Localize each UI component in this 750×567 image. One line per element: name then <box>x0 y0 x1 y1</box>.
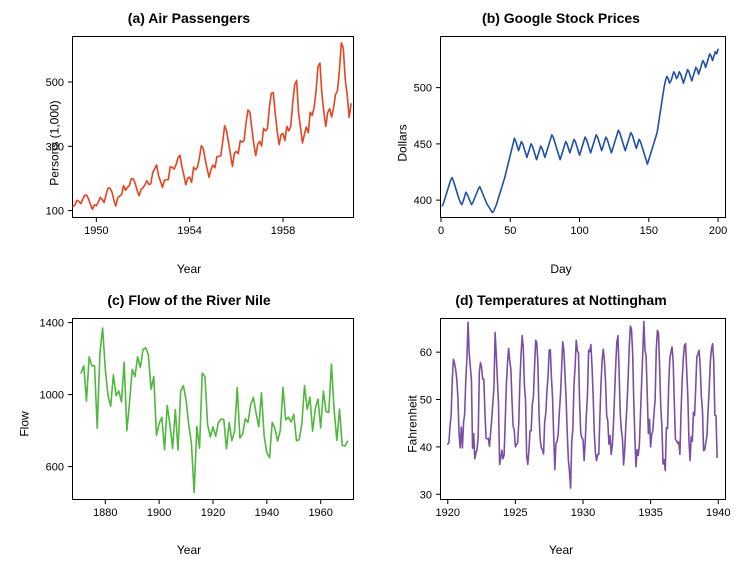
svg-text:500: 500 <box>46 77 64 89</box>
svg-text:40: 40 <box>420 441 432 453</box>
panel-nottingham-temp: (d) Temperatures at Nottingham Fahrenhei… <box>382 290 740 560</box>
svg-text:0: 0 <box>438 225 444 237</box>
svg-text:400: 400 <box>414 195 432 207</box>
svg-text:1940: 1940 <box>255 507 279 519</box>
x-axis-label: Day <box>382 262 740 276</box>
plot-area: 195019541958100300500 <box>72 36 354 218</box>
x-axis-ticks: 1880 1900 1920 1940 1960 <box>93 499 333 519</box>
panel-title: (a) Air Passengers <box>10 10 368 26</box>
x-axis-ticks: 0 50 100 150 200 <box>438 217 727 237</box>
svg-text:500: 500 <box>414 83 432 95</box>
plot-area: 050100150200400450500 <box>440 36 726 218</box>
y-axis-ticks: 100 300 500 <box>46 77 73 218</box>
svg-text:1935: 1935 <box>638 507 662 519</box>
svg-text:1954: 1954 <box>177 225 201 237</box>
svg-text:1950: 1950 <box>84 225 108 237</box>
panel-nile-flow: (c) Flow of the River Nile Flow Year 188… <box>10 290 368 560</box>
svg-text:50: 50 <box>504 225 516 237</box>
svg-text:50: 50 <box>420 394 432 406</box>
svg-text:1880: 1880 <box>93 507 117 519</box>
panel-title: (b) Google Stock Prices <box>382 10 740 26</box>
x-axis-ticks: 1950 1954 1958 <box>84 217 295 237</box>
y-axis-label: Flow <box>18 412 32 437</box>
svg-text:1400: 1400 <box>40 317 64 329</box>
plot-area: 1920192519301935194030405060 <box>440 318 726 500</box>
svg-text:1900: 1900 <box>147 507 171 519</box>
svg-text:1930: 1930 <box>571 507 595 519</box>
svg-text:1925: 1925 <box>503 507 527 519</box>
line-series: 1880190019201940196060010001400 <box>73 319 353 499</box>
panel-google-stock: (b) Google Stock Prices Dollars Day 0501… <box>382 8 740 278</box>
x-axis-label: Year <box>10 543 368 557</box>
svg-text:1940: 1940 <box>706 507 730 519</box>
y-axis-ticks: 600 1000 1400 <box>40 317 73 473</box>
panel-title: (d) Temperatures at Nottingham <box>382 292 740 308</box>
line-series: 050100150200400450500 <box>441 37 725 217</box>
y-axis-label: Dollars <box>396 124 410 161</box>
svg-text:1920: 1920 <box>436 507 460 519</box>
x-axis-ticks: 1920 1925 1930 1935 1940 <box>436 499 731 519</box>
x-axis-label: Year <box>10 262 368 276</box>
svg-text:600: 600 <box>46 461 64 473</box>
y-axis-ticks: 30 40 50 60 <box>420 347 441 501</box>
x-axis-label: Year <box>382 543 740 557</box>
svg-text:1000: 1000 <box>40 389 64 401</box>
svg-text:300: 300 <box>46 141 64 153</box>
panel-title: (c) Flow of the River Nile <box>10 292 368 308</box>
panel-air-passengers: (a) Air Passengers Persons (1,000) Year … <box>10 8 368 278</box>
line-series: 195019541958100300500 <box>73 37 353 217</box>
svg-text:200: 200 <box>709 225 727 237</box>
y-axis-ticks: 400 450 500 <box>414 83 441 208</box>
svg-text:30: 30 <box>420 489 432 501</box>
svg-text:100: 100 <box>570 225 588 237</box>
svg-text:1920: 1920 <box>201 507 225 519</box>
plot-area: 1880190019201940196060010001400 <box>72 318 354 500</box>
line-series: 1920192519301935194030405060 <box>441 319 725 499</box>
chart-grid: (a) Air Passengers Persons (1,000) Year … <box>0 0 750 567</box>
svg-text:150: 150 <box>640 225 658 237</box>
svg-text:100: 100 <box>46 206 64 218</box>
svg-text:450: 450 <box>414 139 432 151</box>
svg-text:1958: 1958 <box>271 225 295 237</box>
svg-text:60: 60 <box>420 347 432 359</box>
svg-text:1960: 1960 <box>308 507 332 519</box>
y-axis-label: Fahrenheit <box>406 396 420 453</box>
